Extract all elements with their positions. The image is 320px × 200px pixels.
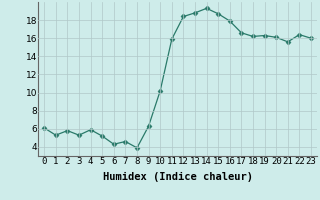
X-axis label: Humidex (Indice chaleur): Humidex (Indice chaleur) — [103, 172, 252, 182]
